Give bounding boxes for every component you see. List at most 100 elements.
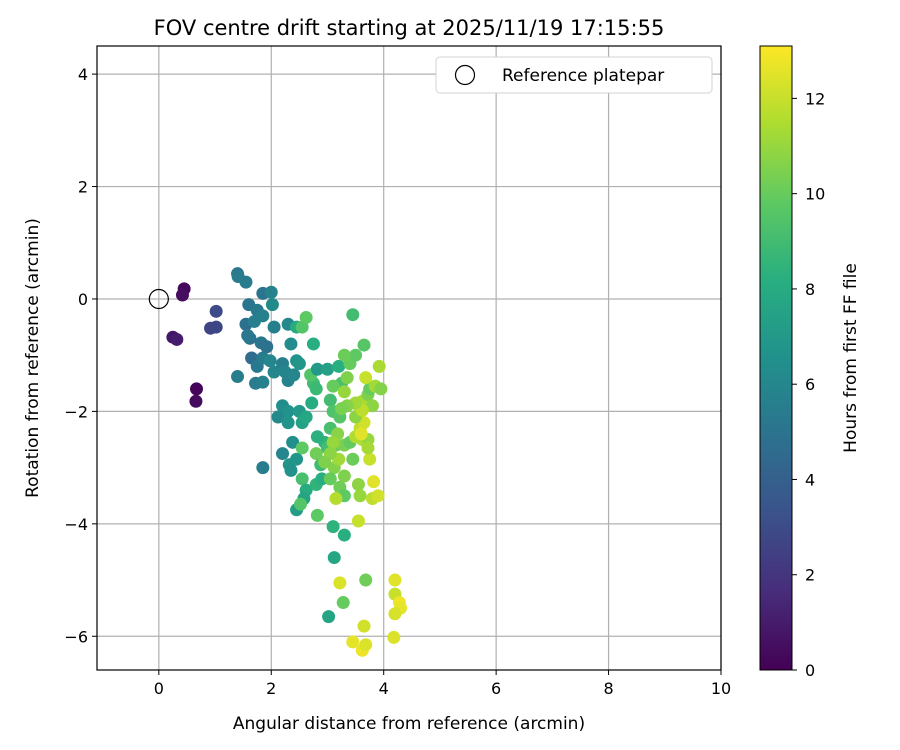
- data-points: [166, 267, 408, 657]
- x-axis-label: Angular distance from reference (arcmin): [233, 714, 585, 734]
- scatter-point: [337, 469, 351, 483]
- scatter-point: [287, 368, 301, 382]
- scatter-point: [335, 402, 349, 416]
- scatter-point: [305, 396, 319, 410]
- scatter-point: [326, 520, 340, 534]
- scatter-point: [318, 455, 332, 469]
- scatter-point: [346, 452, 360, 466]
- scatter-point: [322, 610, 336, 624]
- scatter-point: [294, 497, 308, 511]
- scatter-point: [295, 472, 309, 486]
- y-tick-label: 2: [78, 178, 88, 197]
- y-axis-label: Rotation from reference (arcmin): [23, 218, 43, 498]
- scatter-point: [349, 348, 363, 362]
- scatter-point: [388, 607, 402, 621]
- colorbar-tick-label: 10: [805, 185, 825, 204]
- scatter-point: [337, 528, 351, 542]
- chart-title: FOV centre drift starting at 2025/11/19 …: [154, 16, 665, 40]
- scatter-point: [284, 337, 298, 351]
- scatter-point: [265, 298, 279, 312]
- scatter-point: [336, 596, 350, 610]
- y-tick-label: −4: [64, 515, 88, 534]
- scatter-point: [309, 447, 323, 461]
- scatter-point: [267, 365, 281, 379]
- x-tick-label: 10: [711, 679, 731, 698]
- scatter-point: [264, 285, 278, 299]
- colorbar-tick-label: 2: [805, 566, 815, 585]
- scatter-point: [388, 573, 402, 587]
- scatter-point: [310, 362, 324, 376]
- scatter-point: [281, 404, 295, 418]
- scatter-point: [329, 492, 343, 506]
- scatter-point: [333, 576, 347, 590]
- y-tick-label: 0: [78, 290, 88, 309]
- reference-point: [148, 288, 169, 310]
- scatter-point: [387, 630, 401, 644]
- scatter-point: [295, 441, 309, 455]
- scatter-point: [353, 489, 367, 503]
- scatter-point: [309, 382, 323, 396]
- scatter-point: [170, 332, 184, 346]
- x-axis: 0 2 4 6 8 10: [154, 670, 731, 698]
- scatter-point: [365, 399, 379, 413]
- scatter-point: [323, 472, 337, 486]
- scatter-point: [239, 275, 253, 289]
- scatter-point: [320, 362, 334, 376]
- scatter-point: [367, 475, 381, 489]
- scatter-point: [332, 359, 346, 373]
- scatter-point: [326, 379, 340, 393]
- scatter-point: [361, 441, 375, 455]
- scatter-point: [327, 551, 341, 565]
- grid: [97, 46, 722, 670]
- scatter-point: [299, 410, 313, 424]
- scatter-point: [326, 435, 340, 449]
- scatter-point: [299, 311, 313, 325]
- scatter-point: [357, 619, 371, 633]
- scatter-point: [209, 320, 223, 334]
- scatter-point: [286, 435, 300, 449]
- scatter-point: [276, 447, 290, 461]
- colorbar-tick-label: 6: [805, 375, 815, 394]
- scatter-point: [284, 463, 298, 477]
- scatter-point: [359, 638, 373, 652]
- scatter-point: [363, 452, 377, 466]
- scatter-point: [346, 308, 360, 322]
- scatter-point: [359, 573, 373, 587]
- colorbar-tick-label: 8: [805, 280, 815, 299]
- scatter-point: [241, 329, 255, 343]
- reference-marker: [148, 288, 169, 310]
- scatter-point: [357, 338, 371, 352]
- x-tick-label: 6: [491, 679, 501, 698]
- legend-marker: [454, 64, 476, 86]
- scatter-point: [189, 394, 203, 408]
- scatter-point: [306, 337, 320, 351]
- scatter-point: [351, 514, 365, 528]
- y-tick-label: 4: [78, 65, 88, 84]
- colorbar-tick-label: 12: [805, 89, 825, 108]
- colorbar-label: Hours from first FF file: [841, 263, 861, 453]
- legend-label: Reference platepar: [502, 66, 664, 86]
- y-tick-label: −6: [64, 627, 88, 646]
- scatter-point: [323, 393, 337, 407]
- scatter-point: [346, 635, 360, 649]
- x-tick-label: 0: [154, 679, 164, 698]
- scatter-point: [281, 416, 295, 430]
- colorbar-tick-label: 0: [805, 661, 815, 680]
- colorbar-tick-label: 4: [805, 470, 815, 489]
- legend-box: [435, 56, 713, 94]
- scatter-point: [351, 477, 365, 491]
- plot-frame: [96, 45, 722, 671]
- scatter-point: [256, 309, 270, 323]
- colorbar-gradient: [759, 45, 793, 671]
- x-tick-label: 4: [379, 679, 389, 698]
- scatter-point: [209, 304, 223, 318]
- scatter-point: [310, 430, 324, 444]
- scatter-point: [292, 357, 306, 371]
- scatter-point: [310, 508, 324, 522]
- scatter-point: [271, 410, 285, 424]
- scatter-point: [337, 385, 351, 399]
- scatter-point: [190, 382, 204, 396]
- x-tick-label: 8: [603, 679, 613, 698]
- scatter-point: [263, 354, 277, 368]
